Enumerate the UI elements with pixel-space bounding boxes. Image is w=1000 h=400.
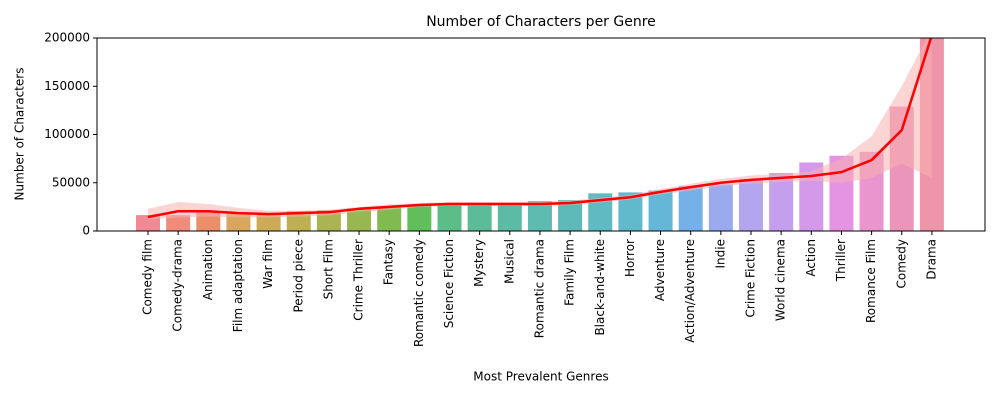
x-tick-label: World cinema bbox=[774, 239, 788, 321]
x-tick-label: Short Film bbox=[321, 239, 335, 299]
y-tick-label: 200000 bbox=[44, 31, 90, 45]
x-tick-label: War film bbox=[261, 239, 275, 289]
y-tick-label: 100000 bbox=[44, 127, 90, 141]
x-tick-label: Crime Fiction bbox=[744, 239, 758, 317]
bar bbox=[347, 208, 372, 231]
plot-area bbox=[136, 38, 944, 231]
x-tick-label: Fantasy bbox=[382, 239, 396, 285]
x-tick-label: Comedy film bbox=[141, 239, 155, 315]
bar bbox=[136, 215, 160, 231]
bar bbox=[166, 215, 191, 231]
x-tick-label: Mystery bbox=[472, 239, 486, 287]
x-tick-label: Action bbox=[804, 239, 818, 277]
x-tick-label: Black-and-white bbox=[593, 239, 607, 336]
x-tick-label: Animation bbox=[201, 239, 215, 300]
y-tick-label: 0 bbox=[82, 224, 90, 238]
bar bbox=[437, 204, 462, 231]
y-axis-label: Number of Characters bbox=[13, 68, 27, 201]
x-tick-label: Adventure bbox=[653, 239, 667, 301]
x-tick-label: Indie bbox=[713, 239, 727, 268]
bar bbox=[467, 204, 492, 231]
bar bbox=[527, 201, 552, 231]
x-tick-label: Family Film bbox=[563, 239, 577, 306]
bar bbox=[769, 173, 794, 231]
x-tick-label: Science Fiction bbox=[442, 239, 456, 328]
x-axis-label: Most Prevalent Genres bbox=[473, 370, 608, 384]
y-tick-label: 50000 bbox=[52, 175, 90, 189]
x-tick-label: Action/Adventure bbox=[683, 239, 697, 343]
y-tick-label: 150000 bbox=[44, 79, 90, 93]
bar bbox=[739, 178, 763, 231]
x-tick-label: Romantic drama bbox=[532, 239, 546, 338]
trend-line bbox=[147, 38, 933, 219]
bar bbox=[377, 206, 402, 231]
x-tick-label: Musical bbox=[502, 239, 516, 284]
x-tick-label: Crime Thriller bbox=[352, 239, 366, 321]
x-tick-label: Comedy-drama bbox=[171, 239, 185, 332]
x-tick-label: Film adaptation bbox=[231, 239, 245, 332]
x-tick-label: Thriller bbox=[834, 239, 848, 282]
bar bbox=[558, 200, 583, 231]
bar bbox=[708, 184, 733, 231]
x-tick-label: Drama bbox=[924, 239, 938, 280]
x-tick-label: Romantic comedy bbox=[412, 239, 426, 347]
x-tick-label: Romance Film bbox=[864, 239, 878, 323]
chart-title: Number of Characters per Genre bbox=[426, 14, 656, 30]
bar bbox=[648, 190, 673, 231]
bar bbox=[407, 205, 432, 231]
x-tick-label: Horror bbox=[623, 239, 637, 277]
x-tick-label: Comedy bbox=[894, 239, 908, 289]
x-tick-label: Period piece bbox=[291, 239, 305, 313]
bar bbox=[678, 186, 703, 231]
bar bbox=[497, 203, 522, 231]
bar bbox=[196, 212, 221, 231]
